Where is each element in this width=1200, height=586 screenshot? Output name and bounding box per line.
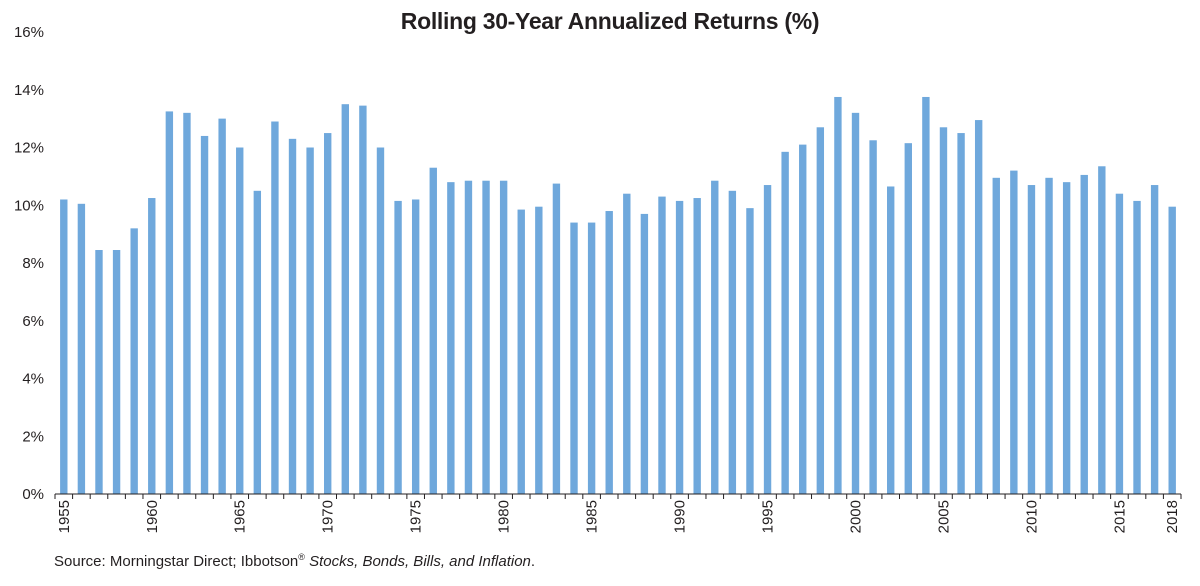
bar (640, 213, 649, 494)
y-tick-label: 6% (22, 313, 44, 330)
bar (95, 250, 103, 494)
y-tick-label: 10% (14, 197, 44, 214)
bar (60, 199, 68, 494)
bar (112, 250, 121, 494)
bar (834, 96, 842, 494)
bar (341, 104, 349, 494)
bar (324, 133, 332, 494)
x-tick-label: 1955 (56, 500, 73, 533)
y-tick-label: 8% (22, 255, 44, 272)
y-tick-label: 12% (14, 140, 44, 157)
bar (552, 183, 561, 494)
bar-series (60, 96, 1176, 495)
bar (165, 111, 174, 494)
bar (1027, 185, 1036, 494)
y-tick-label: 2% (22, 428, 44, 445)
bar (693, 198, 701, 494)
x-tick-label: 1970 (320, 500, 337, 533)
bar (535, 206, 543, 494)
bar (605, 211, 613, 494)
bar (306, 147, 314, 494)
bar (482, 180, 490, 495)
bar (781, 151, 789, 495)
x-axis-ticks (54, 494, 1182, 499)
x-tick-label: 2005 (935, 500, 952, 533)
x-tick-label: 1980 (496, 500, 513, 533)
x-tick-label: 1975 (408, 500, 425, 533)
x-tick-label: 2018 (1164, 500, 1181, 533)
bar (711, 180, 719, 495)
bar (816, 127, 825, 494)
bar (236, 147, 244, 494)
x-tick-label: 2010 (1023, 500, 1040, 533)
bar (148, 198, 156, 494)
bar (77, 203, 86, 494)
bar (746, 208, 754, 494)
bar (957, 133, 965, 494)
bar (728, 190, 737, 494)
bar (429, 167, 437, 494)
bar (1010, 170, 1018, 494)
bar (1150, 185, 1159, 494)
y-tick-label: 14% (14, 82, 44, 99)
bar (658, 196, 666, 494)
y-axis-labels: 0% 2% 4% 6% 8% 10% 12% 14% 16% (14, 24, 44, 503)
x-tick-label: 1965 (232, 500, 249, 533)
bar (447, 182, 455, 494)
bar (411, 199, 420, 494)
bar (869, 140, 877, 494)
bar (376, 147, 385, 494)
bar (499, 180, 508, 495)
bar (359, 105, 367, 494)
bar (200, 135, 209, 494)
bar (1080, 174, 1088, 494)
bar (623, 193, 631, 494)
x-tick-label: 2000 (848, 500, 865, 533)
bar (992, 177, 1000, 494)
bar (253, 190, 262, 494)
x-tick-label: 1960 (144, 500, 161, 533)
registered-mark: ® (298, 552, 305, 562)
bar (1168, 206, 1176, 494)
bar (130, 228, 138, 494)
bar (587, 222, 596, 494)
bar (271, 121, 279, 494)
bar (763, 185, 772, 494)
x-axis-labels: 1955 1960 1965 1970 1975 1980 1985 1990 1995 2000… (56, 500, 1181, 533)
x-tick-label: 1995 (760, 500, 777, 533)
bar (675, 200, 684, 494)
bar (218, 118, 226, 494)
x-tick-label: 1985 (584, 500, 601, 533)
bar (904, 143, 912, 494)
chart-title: Rolling 30-Year Annualized Returns (%) (400, 8, 820, 34)
bar (1062, 182, 1071, 494)
x-tick-label: 1990 (672, 500, 689, 533)
bar (939, 127, 948, 494)
bar (887, 186, 895, 494)
bar (1045, 177, 1053, 494)
bar (851, 112, 860, 494)
source-note: Source: Morningstar Direct; Ibbotson® St… (54, 552, 535, 570)
y-tick-label: 4% (22, 371, 44, 388)
y-tick-label: 0% (22, 486, 44, 503)
source-suffix: . (530, 553, 536, 570)
bar (1098, 166, 1106, 495)
bar (288, 138, 297, 494)
bar (183, 112, 191, 494)
bar (570, 222, 578, 494)
bar (517, 209, 525, 495)
bar (394, 200, 402, 494)
source-publication: Stocks, Bonds, Bills, and Inflation (309, 553, 531, 570)
source-prefix: Source: Morningstar Direct; Ibbotson (54, 553, 299, 570)
bar (974, 120, 983, 494)
bar (1115, 193, 1124, 494)
bar (1133, 200, 1141, 494)
bar (922, 96, 930, 494)
y-tick-label: 16% (14, 24, 44, 41)
x-tick-label: 2015 (1111, 500, 1128, 533)
bar (464, 180, 473, 495)
bar (799, 144, 807, 495)
